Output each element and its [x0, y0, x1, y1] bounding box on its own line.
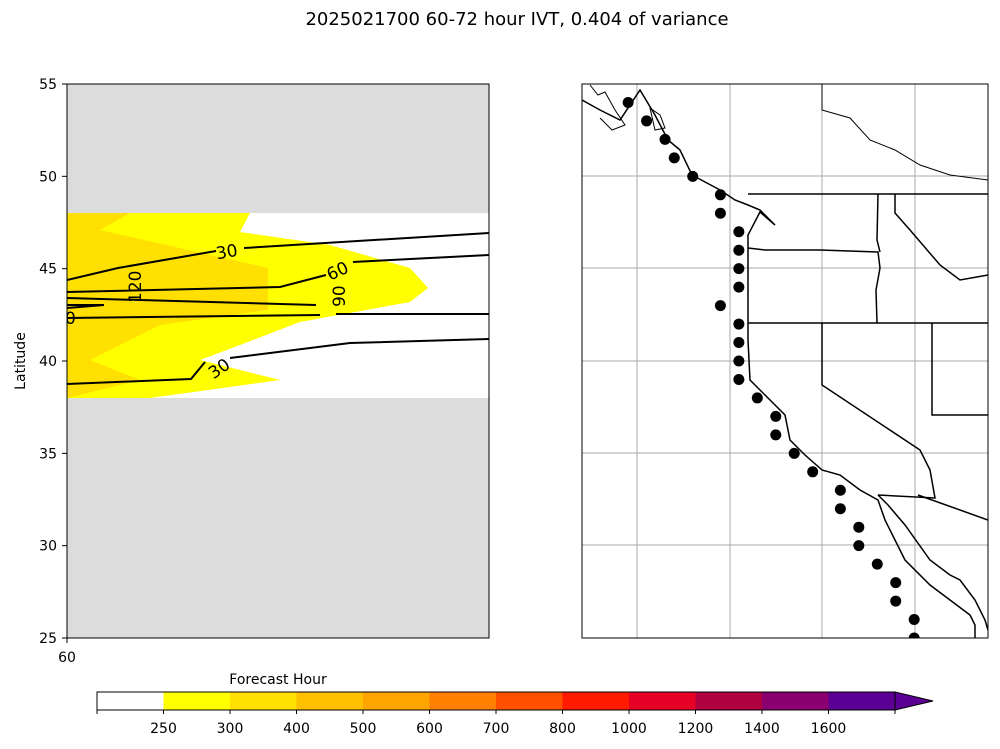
clabel-0: 0 [65, 309, 76, 329]
map-point [871, 558, 883, 570]
map-point [890, 595, 902, 607]
colorbar-tick-label: 1000 [611, 721, 647, 737]
colorbar: Forecast Hour 250 300 400 500 600 700 800 1000 1… [96, 672, 934, 737]
contour-30-lower [67, 361, 206, 385]
clabel-30-upper: 30 [214, 241, 239, 264]
colorbar-cell [363, 692, 430, 710]
contour-30-lower-b [229, 338, 489, 359]
colorbar-cell [828, 692, 896, 710]
map-point [853, 521, 865, 533]
y-tick-label: 30 [39, 539, 57, 555]
map-point [733, 281, 745, 293]
map-point [714, 207, 726, 219]
map-frame [581, 83, 989, 639]
colorbar-tick-label: 400 [283, 721, 310, 737]
map-point [714, 300, 726, 312]
colorbar-cell [230, 692, 297, 710]
coastal-points [622, 96, 920, 638]
map-point [733, 318, 745, 330]
contour-150 [67, 304, 105, 309]
colorbar-tick-label: 600 [416, 721, 443, 737]
x-tick-label: 60 [58, 650, 76, 666]
clabel-90: 90 [330, 285, 350, 307]
map-point [687, 170, 699, 182]
y-ticks: 25 30 35 40 45 50 55 [39, 77, 67, 647]
map-point [770, 429, 782, 441]
colorbar-extend-arrow [894, 691, 934, 711]
colorbar-tick-label: 250 [150, 721, 177, 737]
map-point [641, 115, 653, 127]
map-point [733, 244, 745, 256]
contour-90 [67, 314, 321, 319]
colorbar-cell [762, 692, 829, 710]
y-tick-label: 25 [39, 631, 57, 647]
figure-title: 2025021700 60-72 hour IVT, 0.404 of vari… [305, 9, 729, 30]
map-point [714, 189, 726, 201]
colorbar-tick-label: 800 [549, 721, 576, 737]
colorbar-cell [163, 692, 231, 710]
map-point [807, 466, 819, 478]
y-tick-label: 40 [39, 354, 57, 370]
colorbar-cell [97, 692, 164, 710]
colorbar-tick-label: 500 [350, 721, 377, 737]
clabel-120: 120 [126, 271, 146, 303]
colorbar-cell [296, 692, 364, 710]
colorbar-label: Forecast Hour [229, 672, 327, 688]
map-point [733, 373, 745, 385]
map-point [733, 337, 745, 349]
colorbar-cell [562, 692, 630, 710]
map-point [668, 152, 680, 164]
y-tick-label: 55 [39, 77, 57, 93]
coastline [582, 84, 988, 638]
right-map-panel [581, 83, 989, 639]
y-tick-label: 50 [39, 169, 57, 185]
map-point [733, 226, 745, 238]
contour-120-top [67, 297, 317, 306]
y-tick-label: 45 [39, 262, 57, 278]
colorbar-tick-label: 1200 [678, 721, 714, 737]
map-point [788, 447, 800, 459]
colorbar-tick-label: 700 [483, 721, 510, 737]
map-point [751, 392, 763, 404]
map-point [733, 263, 745, 275]
map-point [770, 410, 782, 422]
map-point [834, 484, 846, 496]
contour-30-upper [67, 250, 217, 281]
state-borders [747, 193, 988, 521]
colorbar-cell [695, 692, 763, 710]
contour-30-upper-b [243, 232, 489, 249]
map-point [908, 632, 920, 638]
contour-60 [67, 274, 327, 293]
colorbar-tick-label: 1400 [744, 721, 780, 737]
contour-60-b [352, 254, 489, 263]
map-point [853, 540, 865, 552]
colorbar-cell [629, 692, 696, 710]
map-point [733, 355, 745, 367]
y-tick-label: 35 [39, 446, 57, 462]
map-point [659, 133, 671, 145]
map-point [890, 577, 902, 589]
y-axis-label: Latitude [13, 332, 29, 390]
map-point [908, 614, 920, 626]
colorbar-tick-label: 1600 [811, 721, 847, 737]
fill-level-300 [67, 213, 268, 398]
colorbar-tick-label: 300 [217, 721, 244, 737]
colorbar-cell [496, 692, 563, 710]
colorbar-cell [429, 692, 497, 710]
map-point [622, 96, 634, 108]
map-point [834, 503, 846, 515]
